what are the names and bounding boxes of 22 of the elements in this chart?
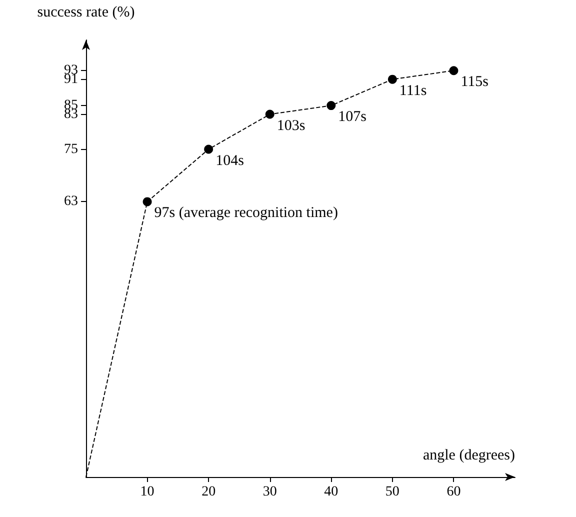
x-tick-label: 50 xyxy=(385,484,400,500)
point xyxy=(388,74,397,84)
annotation: 115s xyxy=(460,74,489,90)
annotation: 107s xyxy=(338,109,367,126)
point xyxy=(204,144,214,154)
annotation: 111s xyxy=(399,82,427,99)
x-tick-label: 30 xyxy=(262,484,277,500)
x-tick-label: 10 xyxy=(140,484,154,500)
x-tick-label: 20 xyxy=(202,484,216,500)
point xyxy=(449,66,458,76)
y-tick-label: 75 xyxy=(64,142,78,157)
x-tick-label: 60 xyxy=(446,484,461,500)
point xyxy=(142,197,152,206)
x-tick-label: 40 xyxy=(324,484,338,500)
annotation: 104s xyxy=(216,152,244,169)
annotation: 103s xyxy=(276,118,306,134)
point xyxy=(265,110,274,119)
x-axis-title: angle (degrees) xyxy=(422,448,515,464)
y-axis-title: success rate (%) xyxy=(37,4,135,20)
point xyxy=(326,101,336,110)
annotation: 97s (average recognition time) xyxy=(154,205,338,222)
y-tick-label: 63 xyxy=(64,194,78,210)
